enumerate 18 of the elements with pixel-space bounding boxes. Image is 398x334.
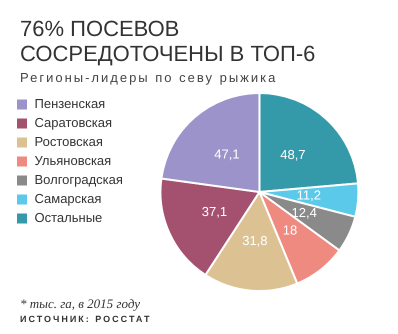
legend-label: Ростовская [34, 134, 103, 150]
data-label: 31,8 [242, 232, 268, 248]
data-label: 12,4 [292, 204, 317, 220]
legend-label: Саратовская [34, 115, 112, 130]
legend-label: Остальные [34, 210, 102, 226]
text: ИСТОЧНИК: РОССТАТ [20, 314, 152, 324]
chart-subtitle: Регионы-лидеры по севу рыжика [20, 70, 278, 85]
data-label: 37,1 [202, 204, 228, 220]
legend-label: Волгоградская [34, 172, 123, 188]
data-label: 11,2 [296, 188, 321, 203]
data-label: 48,7 [280, 147, 306, 162]
data-label: 18 [282, 222, 298, 238]
legend-label: Пензенская [34, 96, 106, 112]
legend-label: Самарская [34, 191, 102, 206]
data-label: 47,1 [214, 146, 240, 162]
legend-label: Ульяновская [34, 153, 112, 168]
text: * тыс. га, в 2015 году [20, 296, 140, 312]
chart-title: 76% ПОСЕВОВ СОСРЕДОТОЧЕНЫ В ТОП-6 [20, 16, 316, 66]
